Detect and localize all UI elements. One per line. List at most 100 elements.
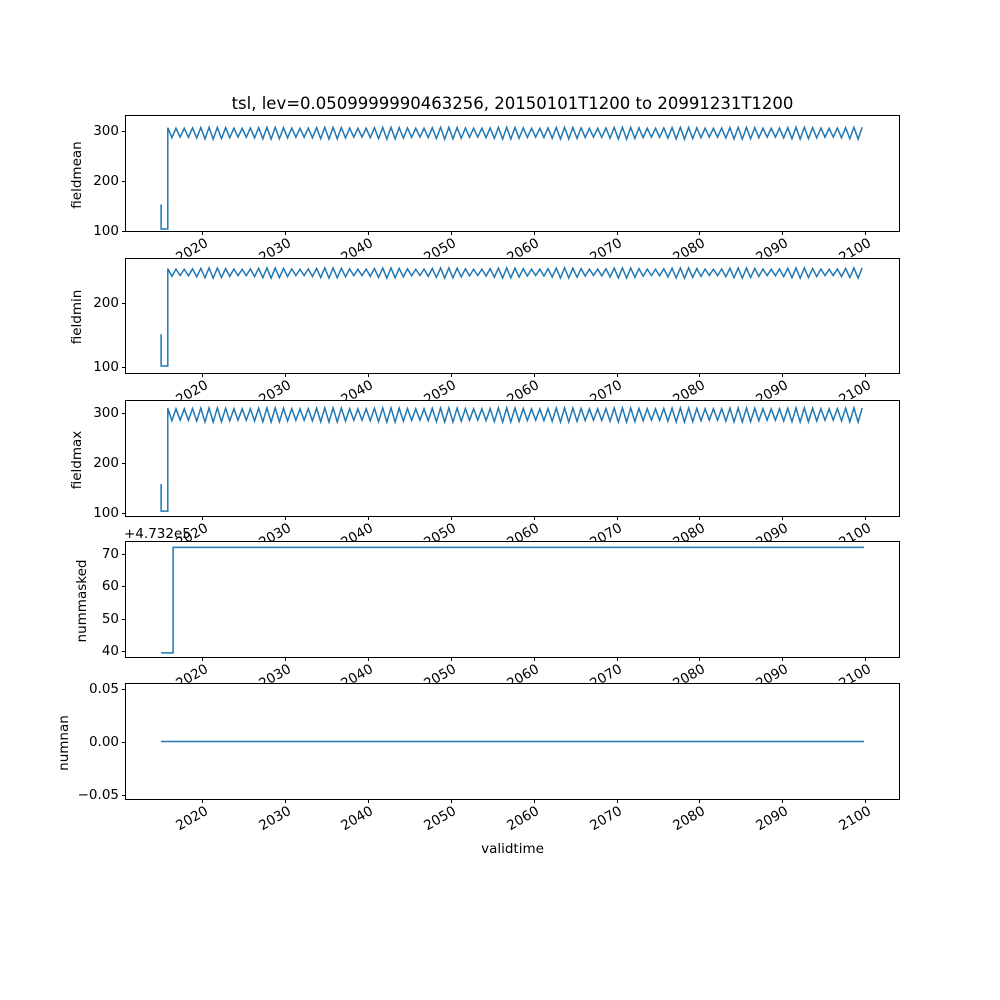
y-tick-label: 200 bbox=[93, 172, 119, 189]
subplot-fieldmin: fieldmin 100 200 2020 2030 2040 2050 2060 2070 2… bbox=[69, 258, 900, 408]
y-tick-mark bbox=[122, 130, 126, 132]
x-tick-mark bbox=[367, 516, 369, 520]
x-tick-label: 2030 bbox=[255, 803, 294, 835]
x-tick-label: 2100 bbox=[836, 803, 874, 835]
x-tick-mark bbox=[367, 799, 369, 803]
y-tick-label: 50 bbox=[101, 610, 119, 627]
x-tick-mark bbox=[450, 373, 452, 377]
x-tick-label: 2040 bbox=[338, 803, 377, 835]
x-tick-mark bbox=[533, 231, 535, 235]
y-axis-offset-text: +4.732e5 bbox=[124, 526, 191, 542]
x-tick-label: 2050 bbox=[421, 803, 460, 835]
y-tick-label: 0.05 bbox=[88, 680, 119, 697]
y-tick-mark bbox=[122, 586, 126, 588]
y-tick-mark bbox=[122, 512, 126, 514]
x-tick-mark bbox=[616, 373, 618, 377]
x-tick-mark bbox=[285, 231, 287, 235]
x-tick-mark bbox=[782, 516, 784, 520]
x-tick-mark bbox=[865, 373, 867, 377]
x-tick-mark bbox=[285, 657, 287, 661]
subplot-fieldmean: fieldmean 100 200 300 2020 2030 2040 2050 2060 2… bbox=[69, 115, 900, 266]
y-tick-mark bbox=[122, 180, 126, 182]
y-tick-mark bbox=[122, 618, 126, 620]
y-tick-mark bbox=[122, 688, 126, 690]
x-tick-mark bbox=[367, 373, 369, 377]
x-axis-label: validtime bbox=[481, 841, 544, 857]
nummasked-line-plot bbox=[161, 546, 864, 654]
subplot-fieldmax: fieldmax 100 200 300 2020 2030 2040 2050 2060 20… bbox=[69, 400, 900, 551]
y-tick-mark bbox=[122, 742, 126, 743]
fieldmin-line-plot bbox=[160, 265, 863, 367]
x-tick-label: 2020 bbox=[172, 803, 211, 835]
y-tick-label: 60 bbox=[101, 578, 119, 595]
y-tick-label: 300 bbox=[93, 122, 119, 139]
x-tick-mark bbox=[782, 373, 784, 377]
x-tick-mark bbox=[865, 657, 867, 661]
y-tick-label: 200 bbox=[93, 294, 119, 311]
x-tick-mark bbox=[865, 231, 867, 235]
y-tick-mark bbox=[122, 367, 126, 369]
y-tick-label: 100 bbox=[93, 222, 119, 239]
x-tick-mark bbox=[533, 657, 535, 661]
y-axis-label-nummasked: nummasked bbox=[74, 559, 90, 642]
x-tick-mark bbox=[699, 231, 701, 235]
x-tick-mark bbox=[202, 516, 204, 520]
x-tick-mark bbox=[782, 657, 784, 661]
x-tick-label: 2090 bbox=[753, 803, 791, 835]
x-tick-mark bbox=[865, 516, 867, 520]
y-tick-mark bbox=[122, 651, 126, 653]
x-tick-mark bbox=[367, 657, 369, 661]
y-tick-label: −0.05 bbox=[77, 787, 119, 804]
fieldmin-series bbox=[160, 265, 863, 367]
x-tick-mark bbox=[367, 231, 369, 235]
fieldmean-series bbox=[160, 125, 863, 230]
y-tick-mark bbox=[122, 553, 126, 555]
x-tick-mark bbox=[450, 516, 452, 520]
y-tick-mark bbox=[122, 795, 126, 797]
x-tick-mark bbox=[616, 657, 618, 661]
y-axis-label-fieldmean: fieldmean bbox=[69, 140, 85, 209]
subplot-nummasked: nummasked +4.732e5 40 50 60 70 2020 2030 2040 2… bbox=[74, 526, 900, 692]
x-tick-mark bbox=[285, 516, 287, 520]
x-tick-mark bbox=[533, 373, 535, 377]
fieldmax-series bbox=[160, 405, 863, 512]
x-tick-mark bbox=[782, 231, 784, 235]
x-tick-mark bbox=[699, 657, 701, 661]
y-axis-label-fieldmin: fieldmin bbox=[69, 289, 85, 345]
subplot-numnan: numnan −0.05 0.00 0.05 2020 2030 2040 2050 2060… bbox=[56, 681, 900, 834]
x-tick-label: 2070 bbox=[587, 803, 626, 835]
fieldmean-line-plot bbox=[160, 125, 863, 230]
x-tick-mark bbox=[285, 799, 287, 803]
y-axis-label-numnan: numnan bbox=[56, 714, 72, 771]
y-tick-label: 70 bbox=[101, 545, 119, 562]
x-tick-mark bbox=[699, 799, 701, 803]
x-tick-mark bbox=[865, 799, 867, 803]
x-tick-mark bbox=[202, 657, 204, 661]
x-tick-label: 2080 bbox=[670, 803, 708, 835]
figure-title: tsl, lev=0.0509999990463256, 20150101T12… bbox=[231, 94, 794, 113]
y-tick-mark bbox=[122, 230, 126, 232]
y-tick-mark bbox=[122, 412, 126, 414]
y-tick-label: 300 bbox=[93, 404, 119, 421]
x-tick-mark bbox=[616, 516, 618, 520]
y-tick-label: 40 bbox=[101, 643, 119, 660]
x-tick-mark bbox=[450, 799, 452, 803]
y-tick-label: 200 bbox=[93, 454, 119, 471]
x-tick-mark bbox=[202, 799, 204, 803]
nummasked-series bbox=[161, 546, 864, 654]
y-tick-label: 100 bbox=[93, 359, 119, 376]
y-axis-label-fieldmax: fieldmax bbox=[69, 430, 85, 489]
x-tick-mark bbox=[450, 231, 452, 235]
fieldmax-line-plot bbox=[160, 405, 863, 512]
y-tick-mark bbox=[122, 462, 126, 464]
x-tick-mark bbox=[202, 373, 204, 377]
x-tick-mark bbox=[533, 516, 535, 520]
x-tick-mark bbox=[285, 373, 287, 377]
x-tick-label: 2060 bbox=[504, 803, 543, 835]
x-tick-mark bbox=[616, 231, 618, 235]
x-tick-mark bbox=[533, 799, 535, 803]
y-tick-label: 0.00 bbox=[88, 734, 119, 750]
y-tick-label: 100 bbox=[93, 504, 119, 521]
y-tick-mark bbox=[122, 302, 126, 304]
